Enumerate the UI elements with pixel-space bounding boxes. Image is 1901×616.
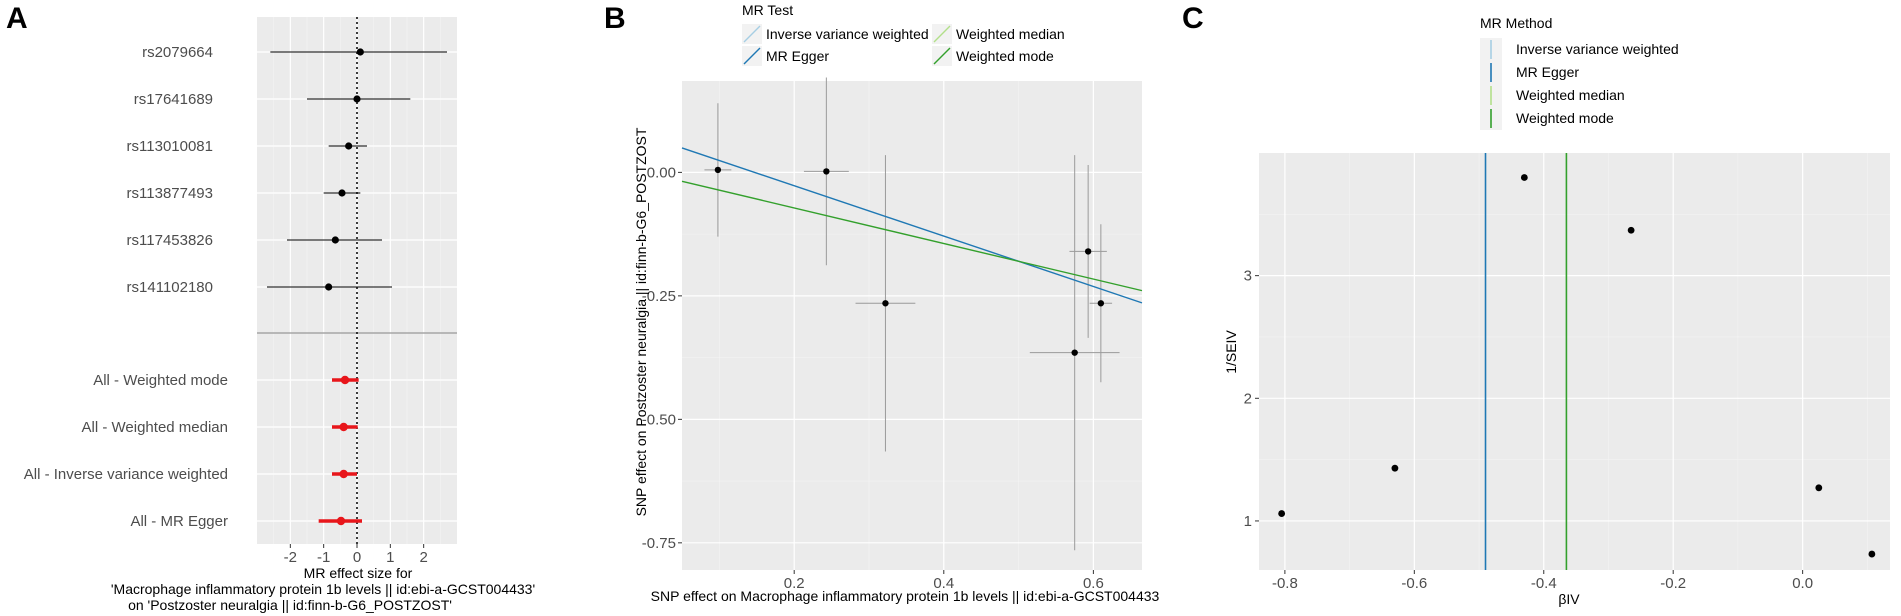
scatter-point [1097,300,1105,307]
forest-plot: -2 -1 0 1 2 rs2079664rs17641689rs113010081rs… [24,17,535,613]
forest-snp-point [331,236,339,244]
funnel-legend-label: Weighted median [1516,87,1625,103]
scatter-plot: MR Test Inverse variance weighted MR Egge… [633,2,1160,604]
forest-x-ticks: -2 -1 0 1 2 [284,544,428,566]
scatter-plot-area [682,81,1142,570]
forest-snp-point [338,189,346,197]
scatter-grid [682,81,1142,570]
funnel-point [1627,226,1635,234]
scatter-ylabel: SNP effect on Postzoster neuralgia || id… [633,127,649,516]
scatter-regression-line [681,147,1143,304]
scatter-point [714,166,722,174]
scatter-legend-title: MR Test [742,2,793,18]
funnel-x-tick-label: -0.4 [1531,575,1557,592]
forest-xlabel-line-3: on 'Postzoster neuralgia || id:finn-b-G6… [128,597,452,613]
funnel-point [1278,510,1286,517]
forest-x-tick-label: 0 [353,549,361,566]
scatter-legend: MR Test Inverse variance weighted MR Egge… [742,2,1065,66]
forest-snp-label: rs113877493 [127,185,213,202]
forest-x-tick-label: -1 [317,549,330,566]
forest-snp-point [325,283,333,291]
scatter-legend-label: MR Egger [766,48,829,64]
scatter-marks [681,77,1143,551]
panel-letter-a: A [6,2,28,35]
funnel-y-tick-label: 2 [1244,390,1252,407]
funnel-point [1391,464,1399,472]
forest-method-point [336,516,346,526]
forest-marks [267,17,447,544]
scatter-xlabel: SNP effect on Macrophage inflammatory pr… [651,588,1160,604]
funnel-x-tick-label: 0.0 [1792,575,1813,592]
forest-x-tick-label: 2 [419,549,427,566]
panel-letter-c: C [1182,2,1204,35]
funnel-point [1520,174,1528,181]
funnel-ticks: -0.8 -0.6 -0.4 -0.2 0.0 1 2 3 [1244,268,1813,592]
forest-x-tick-label: -2 [284,549,297,566]
funnel-plot-area [1259,153,1890,570]
forest-snp-label: rs141102180 [127,279,213,296]
forest-method-point [339,422,348,432]
funnel-x-tick-label: -0.2 [1660,575,1686,592]
forest-x-tick-label: 1 [386,549,394,566]
funnel-x-tick-label: -0.8 [1272,575,1298,592]
forest-snp-point [353,95,361,103]
forest-xlabel-line-1: MR effect size for [304,565,413,581]
scatter-legend-label: Weighted median [956,26,1065,42]
funnel-marks [1278,153,1876,570]
scatter-legend-swatch [933,47,951,65]
scatter-y-tick-label: -0.25 [642,288,676,305]
funnel-point [1815,484,1823,492]
scatter-legend-label: Weighted mode [956,48,1054,64]
forest-snp-label: rs113010081 [127,138,213,155]
scatter-x-tick-label: 0.6 [1083,575,1104,592]
forest-method-point [339,469,348,479]
scatter-point [823,168,830,175]
forest-snp-label: rs2079664 [142,44,213,61]
forest-method-label: All - Inverse variance weighted [24,466,228,483]
forest-method-label: All - MR Egger [130,513,228,530]
forest-snp-label: rs17641689 [134,91,213,108]
forest-method-label: All - Weighted mode [93,372,228,389]
funnel-grid [1259,153,1890,570]
scatter-point [882,300,889,307]
forest-method-point [340,375,350,385]
funnel-legend-title: MR Method [1480,15,1552,31]
scatter-x-tick-label: 0.2 [784,575,805,592]
scatter-point [1071,349,1078,356]
forest-snp-point [356,48,364,56]
funnel-legend: MR Method Inverse variance weighted MR Eg… [1480,15,1679,130]
forest-y-labels: rs2079664 rs17641689 rs113010081 rs11387749… [24,44,228,530]
forest-snp-label: rs117453826 [127,232,213,249]
scatter-y-tick-label: -0.75 [642,535,676,552]
forest-snp-point [345,142,353,150]
panel-letter-b: B [604,2,626,35]
scatter-point [1084,248,1092,255]
scatter-regression-line [681,180,1143,292]
forest-method-label: All - Weighted median [82,419,228,436]
funnel-y-tick-label: 3 [1244,268,1252,285]
scatter-x-tick-label: 0.4 [933,575,954,592]
funnel-point [1868,550,1876,558]
scatter-legend-swatch [743,25,761,43]
funnel-legend-label: Inverse variance weighted [1516,41,1679,57]
scatter-legend-swatch [933,25,951,43]
funnel-ylabel: 1/SEIV [1223,330,1239,374]
funnel-legend-label: MR Egger [1516,64,1579,80]
funnel-x-tick-label: -0.6 [1401,575,1427,592]
scatter-y-tick-label: 0.00 [647,164,676,181]
scatter-ticks: 0.2 0.4 0.6 0.00 -0.25 -0.50 -0.75 [642,164,1104,592]
funnel-legend-label: Weighted mode [1516,110,1614,126]
funnel-plot: MR Method Inverse variance weighted MR Eg… [1223,15,1890,607]
funnel-xlabel: βIV [1558,591,1580,607]
forest-xlabel-line-2: 'Macrophage inflammatory protein 1b leve… [111,581,535,597]
scatter-legend-label: Inverse variance weighted [766,26,929,42]
funnel-y-tick-label: 1 [1244,513,1252,530]
scatter-y-tick-label: -0.50 [642,411,676,428]
scatter-legend-swatch [743,47,761,65]
